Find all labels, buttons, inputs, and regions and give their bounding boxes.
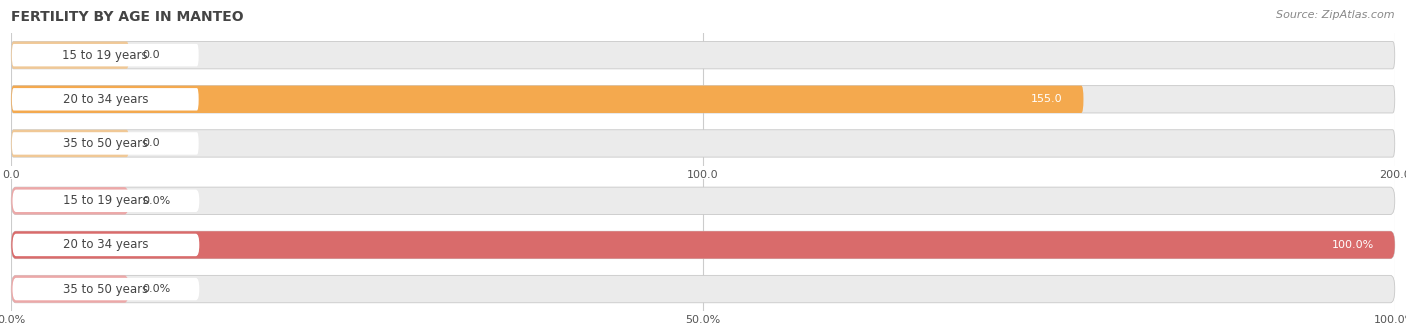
FancyBboxPatch shape (13, 278, 200, 300)
FancyBboxPatch shape (11, 86, 1084, 113)
Text: 35 to 50 years: 35 to 50 years (63, 283, 149, 296)
FancyBboxPatch shape (11, 231, 1395, 259)
Text: Source: ZipAtlas.com: Source: ZipAtlas.com (1277, 10, 1395, 20)
Text: 0.0: 0.0 (142, 138, 160, 148)
Text: 20 to 34 years: 20 to 34 years (62, 93, 148, 106)
FancyBboxPatch shape (11, 231, 1395, 259)
Text: 35 to 50 years: 35 to 50 years (63, 137, 148, 150)
Text: 15 to 19 years: 15 to 19 years (63, 194, 149, 207)
Text: 15 to 19 years: 15 to 19 years (62, 49, 148, 62)
FancyBboxPatch shape (11, 187, 129, 214)
FancyBboxPatch shape (13, 190, 200, 212)
Text: 0.0%: 0.0% (142, 284, 172, 294)
FancyBboxPatch shape (11, 130, 129, 157)
FancyBboxPatch shape (11, 187, 1395, 214)
FancyBboxPatch shape (11, 132, 198, 155)
FancyBboxPatch shape (11, 275, 129, 303)
Text: 155.0: 155.0 (1031, 94, 1063, 104)
FancyBboxPatch shape (11, 44, 198, 67)
FancyBboxPatch shape (11, 41, 1395, 69)
FancyBboxPatch shape (11, 130, 1395, 157)
Text: 100.0%: 100.0% (1331, 240, 1374, 250)
FancyBboxPatch shape (11, 275, 1395, 303)
Text: FERTILITY BY AGE IN MANTEO: FERTILITY BY AGE IN MANTEO (11, 10, 243, 24)
Text: 0.0: 0.0 (142, 50, 160, 60)
FancyBboxPatch shape (13, 234, 200, 256)
FancyBboxPatch shape (11, 41, 129, 69)
Text: 20 to 34 years: 20 to 34 years (63, 238, 149, 252)
FancyBboxPatch shape (11, 86, 1395, 113)
FancyBboxPatch shape (11, 88, 198, 111)
Text: 0.0%: 0.0% (142, 196, 172, 206)
